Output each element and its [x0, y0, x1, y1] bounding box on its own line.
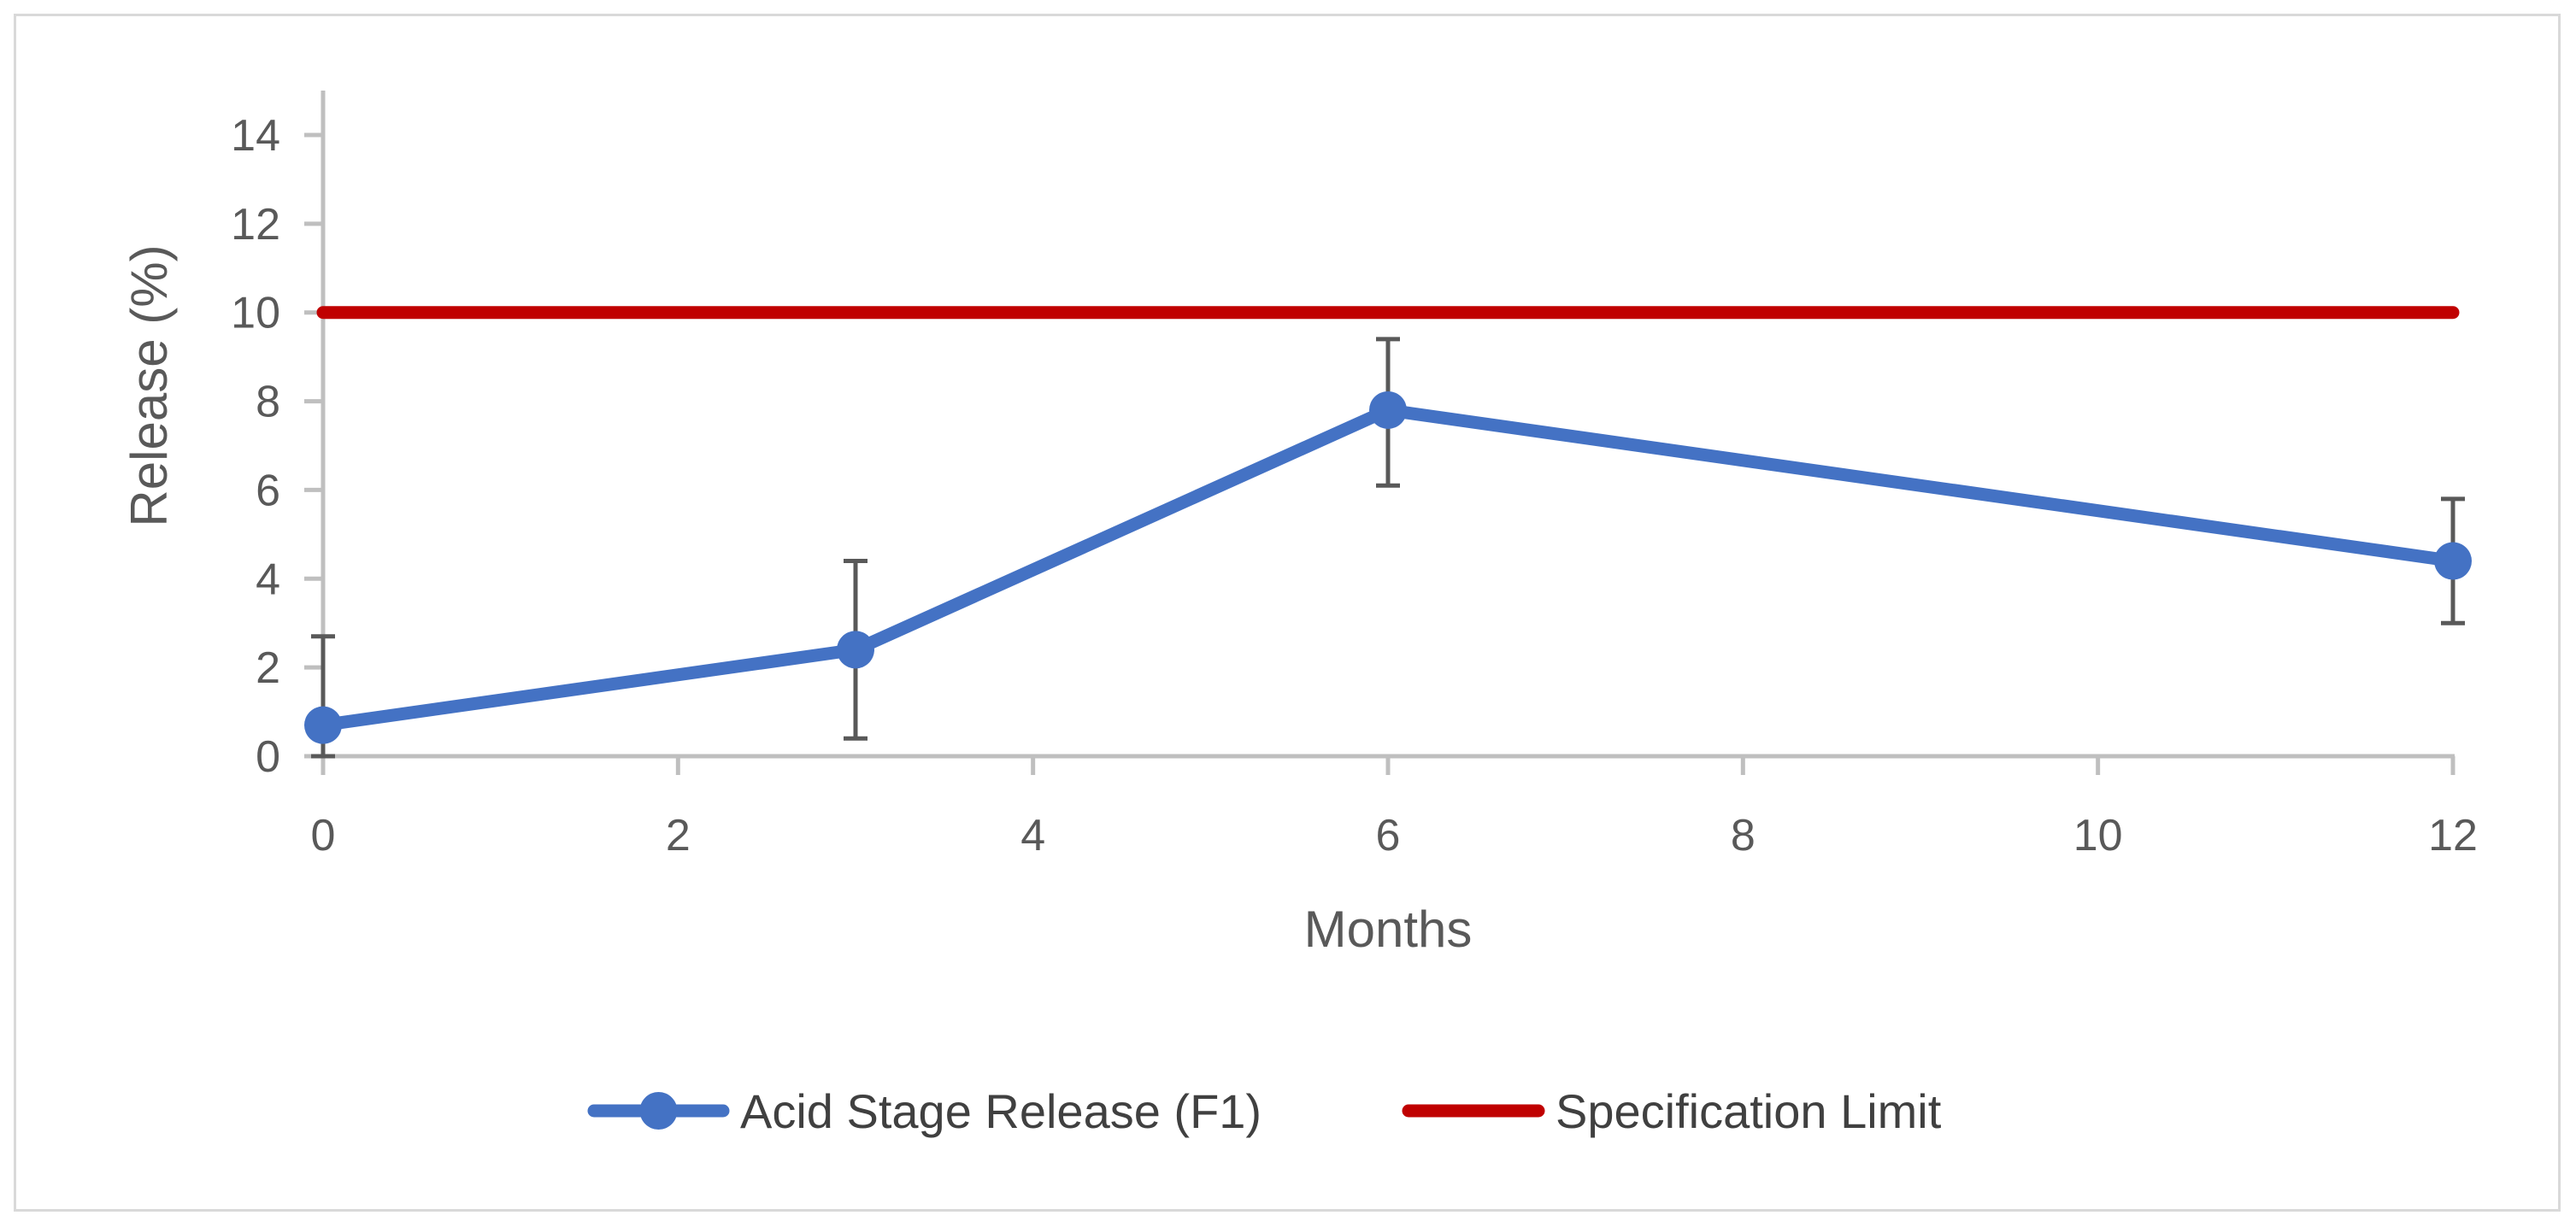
legend-label: Specification Limit — [1556, 1084, 1942, 1138]
data-point — [837, 631, 874, 669]
y-tick-label: 2 — [256, 643, 280, 693]
legend-label: Acid Stage Release (F1) — [740, 1084, 1262, 1138]
y-tick-label: 4 — [256, 555, 280, 604]
y-tick-label: 6 — [256, 466, 280, 515]
series-line-1 — [316, 403, 2460, 732]
data-point — [304, 706, 342, 744]
legend-swatch-marker — [639, 1092, 678, 1130]
data-point — [2434, 542, 2472, 580]
x-tick-label: 2 — [666, 811, 691, 860]
y-tick-label: 12 — [231, 200, 280, 250]
chart-frame — [14, 14, 2561, 1212]
data-point — [1369, 390, 1407, 429]
series-layer — [304, 306, 2472, 759]
y-tick-label: 10 — [231, 289, 280, 338]
axes: 0 2 4 6 8 10 12 14 0 2 4 6 8 10 12 — [231, 91, 2478, 860]
y-tick-label: 8 — [256, 378, 280, 427]
y-axis-title: Release (%) — [121, 244, 178, 526]
legend: Acid Stage Release (F1) Specification Lim… — [587, 1084, 1942, 1138]
x-tick-label: 12 — [2428, 811, 2478, 860]
x-tick-label: 10 — [2073, 811, 2123, 860]
x-axis-title: Months — [1304, 901, 1473, 958]
x-tick-label: 8 — [1731, 811, 1756, 860]
x-tick-label: 0 — [311, 811, 336, 860]
x-tick-label: 6 — [1376, 811, 1401, 860]
y-tick-label: 14 — [231, 111, 280, 161]
y-tick-label: 0 — [256, 732, 280, 782]
x-tick-label: 4 — [1020, 811, 1045, 860]
